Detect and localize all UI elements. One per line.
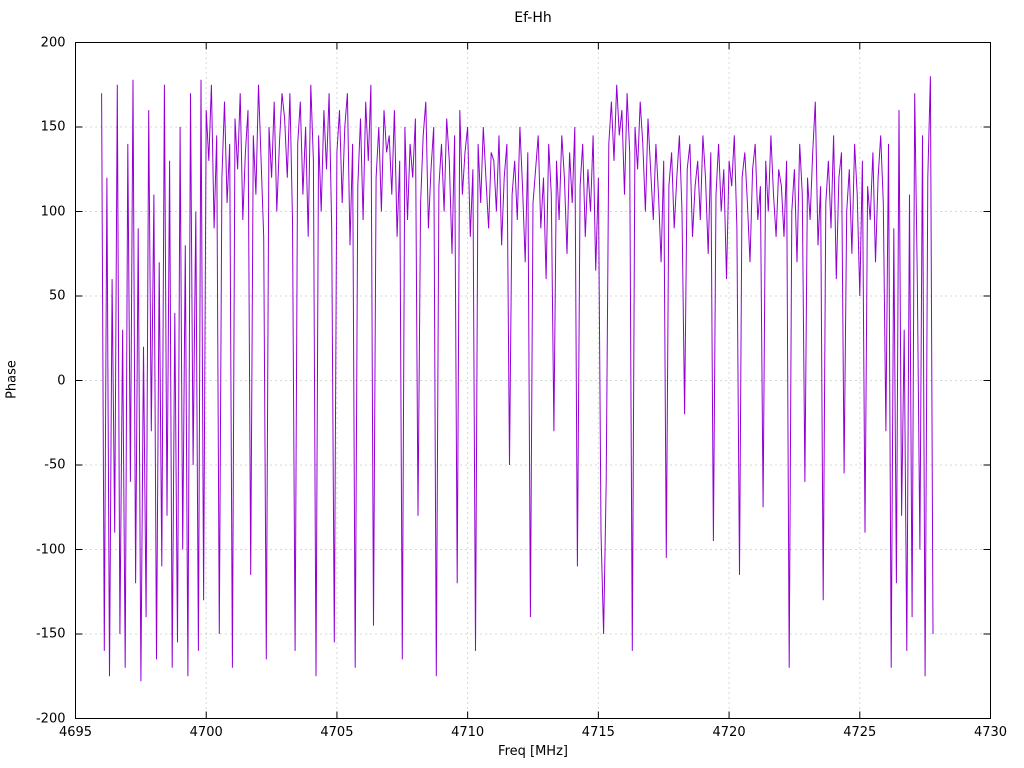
plot-border	[75, 42, 991, 719]
y-tick-label: 100	[40, 204, 66, 219]
y-tick-label: 200	[40, 35, 66, 50]
y-tick-label: -100	[35, 542, 66, 557]
y-tick-label: 50	[48, 288, 66, 304]
data-polyline	[101, 76, 934, 682]
x-tick-label: 4730	[973, 724, 1008, 740]
y-tick-label: 150	[40, 119, 66, 135]
y-tick-label: 0	[57, 373, 66, 388]
x-tick-label: 4710	[451, 724, 485, 740]
x-tick-label: 4695	[58, 724, 93, 740]
x-tick-label: 4700	[189, 724, 223, 740]
y-tick-label: -200	[35, 711, 66, 726]
chart-title: Ef-Hh	[514, 10, 552, 26]
x-tick-label: 4720	[712, 724, 746, 740]
x-tick-label: 4715	[581, 724, 615, 740]
x-axis-label: Freq [MHz]	[498, 744, 568, 759]
y-tick-label: -50	[44, 457, 66, 473]
x-tick-label: 4725	[843, 724, 877, 740]
x-tick-label: 4705	[320, 724, 354, 740]
y-tick-label: -150	[35, 626, 66, 642]
